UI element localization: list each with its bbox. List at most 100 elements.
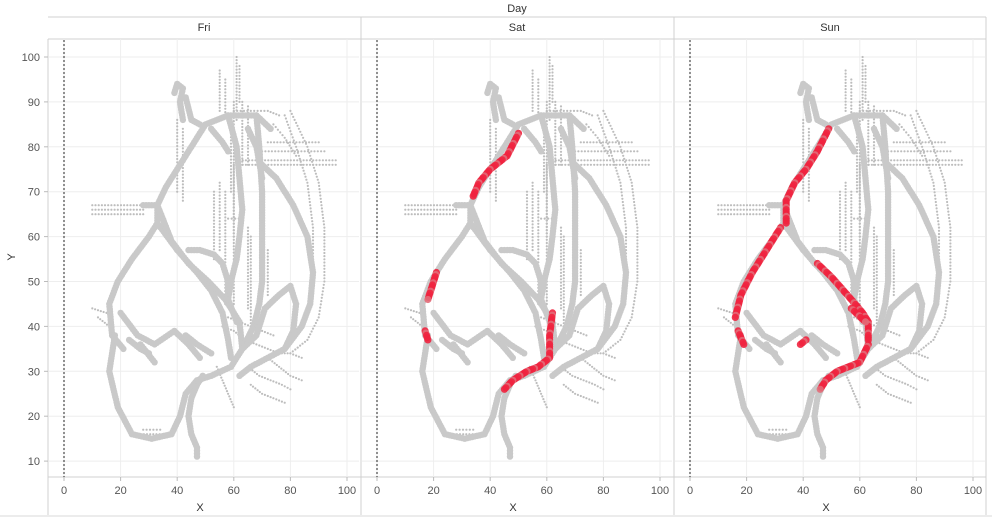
- faint-point: [924, 141, 927, 144]
- faint-point: [551, 74, 554, 77]
- faint-point: [608, 354, 611, 357]
- faint-point: [942, 319, 945, 322]
- faint-point: [110, 208, 113, 211]
- faint-point: [598, 120, 602, 123]
- faint-point: [537, 241, 540, 245]
- faint-point: [887, 329, 890, 332]
- faint-point: [246, 153, 250, 157]
- faint-point: [545, 290, 548, 293]
- faint-point: [322, 283, 325, 286]
- faint-point: [593, 400, 597, 403]
- faint-point: [285, 120, 289, 123]
- faint-point: [224, 225, 227, 229]
- faint-point: [872, 105, 876, 108]
- faint-point: [855, 155, 859, 158]
- faint-point: [867, 103, 870, 107]
- data-point: [193, 453, 201, 460]
- faint-point: [850, 104, 853, 107]
- faint-point: [884, 344, 887, 347]
- faint-point: [895, 110, 898, 114]
- faint-point: [559, 304, 563, 307]
- faint-point: [636, 226, 639, 229]
- faint-point: [266, 293, 269, 297]
- faint-point: [872, 258, 876, 261]
- faint-point: [235, 59, 238, 62]
- faint-point: [113, 204, 116, 207]
- faint-point: [537, 229, 540, 232]
- faint-point: [944, 184, 947, 187]
- faint-point: [589, 128, 593, 131]
- faint-point: [564, 159, 567, 162]
- faint-point: [844, 184, 847, 187]
- faint-point: [867, 154, 870, 157]
- faint-point: [768, 213, 771, 216]
- faint-point: [921, 354, 924, 357]
- faint-point: [559, 157, 563, 160]
- faint-point: [915, 163, 918, 166]
- faint-point: [554, 163, 557, 166]
- faint-point: [544, 403, 547, 406]
- faint-point: [423, 213, 426, 216]
- faint-point: [594, 134, 597, 137]
- faint-point: [588, 381, 591, 384]
- faint-point: [531, 239, 534, 242]
- faint-point: [554, 154, 557, 157]
- faint-point: [720, 208, 723, 211]
- faint-point: [531, 69, 534, 72]
- faint-point: [615, 136, 618, 139]
- faint-point: [889, 330, 893, 334]
- faint-point: [602, 130, 605, 133]
- faint-point: [218, 204, 221, 207]
- faint-point: [545, 120, 548, 123]
- faint-point: [875, 235, 878, 238]
- y-tick-label: 40: [28, 321, 40, 333]
- faint-point: [935, 154, 938, 157]
- faint-point: [947, 213, 950, 216]
- faint-point: [404, 213, 407, 216]
- faint-point: [844, 181, 847, 184]
- faint-point: [906, 383, 910, 386]
- faint-point: [246, 242, 250, 245]
- faint-point: [915, 159, 918, 162]
- faint-point: [920, 348, 923, 351]
- faint-point: [132, 204, 135, 207]
- faint-point: [229, 398, 232, 401]
- faint-point: [283, 150, 287, 153]
- faint-point: [277, 150, 280, 153]
- data-point: [151, 359, 158, 366]
- faint-point: [858, 215, 861, 219]
- faint-point: [235, 84, 238, 87]
- faint-point: [838, 197, 842, 200]
- faint-point: [97, 204, 100, 207]
- faint-point: [898, 380, 901, 383]
- faint-point: [218, 84, 221, 88]
- faint-point: [858, 120, 861, 123]
- faint-point: [912, 163, 915, 166]
- faint-point: [608, 145, 611, 148]
- faint-point: [923, 154, 927, 157]
- faint-point: [591, 114, 594, 117]
- data-point: [506, 453, 514, 460]
- faint-point: [142, 428, 145, 431]
- faint-point: [280, 163, 283, 166]
- faint-point: [301, 342, 304, 345]
- faint-point: [602, 352, 605, 355]
- faint-point: [603, 133, 606, 136]
- faint-point: [872, 300, 876, 304]
- data-point: [154, 202, 161, 209]
- faint-point: [864, 74, 867, 77]
- faint-point: [610, 154, 614, 157]
- faint-point: [861, 84, 864, 87]
- faint-point: [531, 226, 534, 229]
- faint-point: [531, 229, 534, 232]
- faint-point: [807, 134, 811, 137]
- faint-point: [297, 127, 300, 130]
- faint-point: [413, 213, 416, 216]
- faint-point: [266, 284, 269, 287]
- faint-point: [864, 77, 867, 81]
- faint-point: [489, 148, 492, 151]
- faint-point: [102, 310, 105, 314]
- faint-point: [212, 197, 216, 200]
- faint-point: [292, 163, 296, 166]
